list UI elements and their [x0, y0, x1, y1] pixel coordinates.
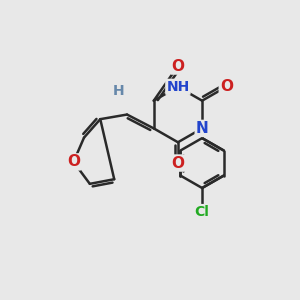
- Text: O: O: [171, 58, 184, 74]
- Text: O: O: [171, 155, 184, 170]
- Text: H: H: [113, 84, 125, 98]
- Text: NH: NH: [166, 80, 190, 94]
- Text: O: O: [67, 154, 80, 169]
- Text: O: O: [220, 79, 233, 94]
- Text: N: N: [196, 121, 208, 136]
- Text: Cl: Cl: [195, 205, 209, 219]
